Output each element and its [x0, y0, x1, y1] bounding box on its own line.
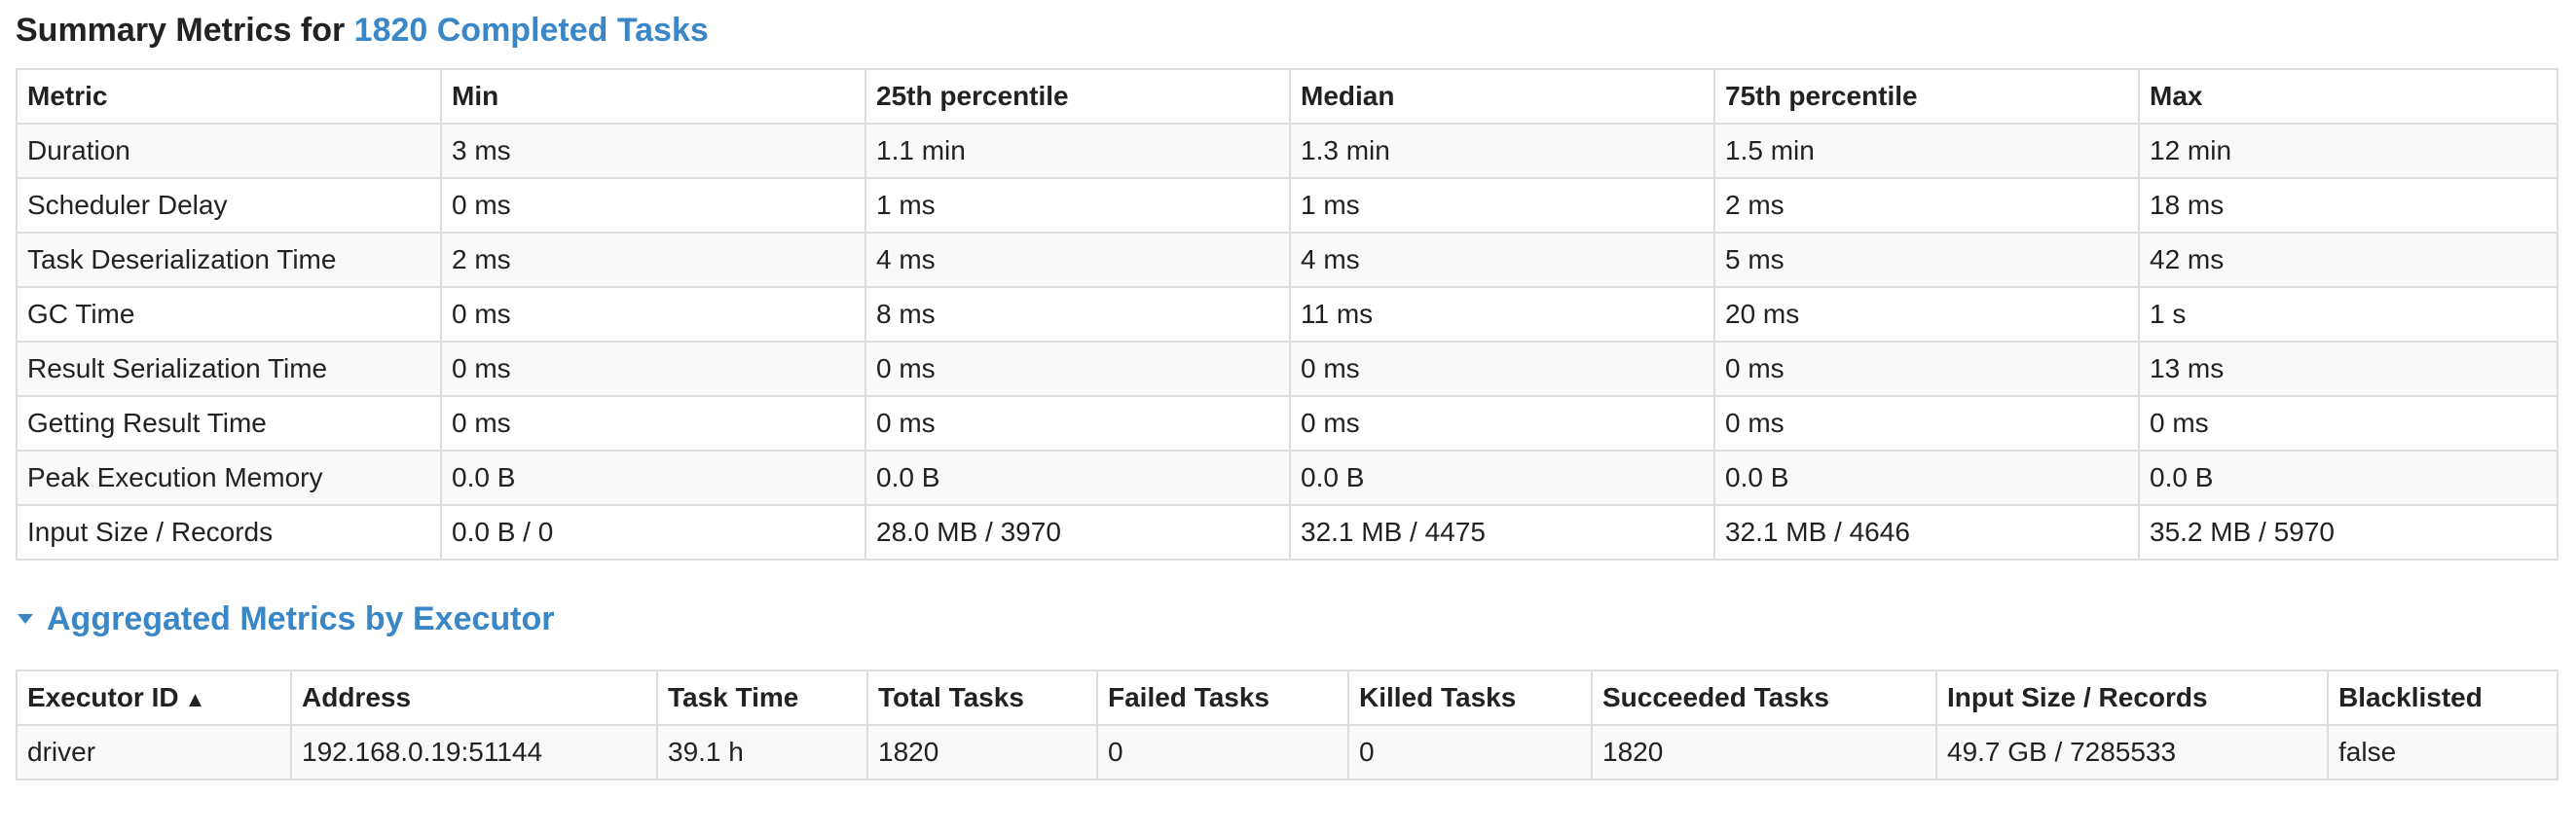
executor-task-time: 39.1 h [656, 724, 868, 780]
column-header-task-time[interactable]: Task Time [656, 670, 868, 726]
executor-killed-tasks: 0 [1347, 724, 1593, 780]
column-header-address[interactable]: Address [290, 670, 658, 726]
metric-25th: 0 ms [865, 341, 1291, 397]
metric-min: 0 ms [440, 177, 866, 234]
summary-title-prefix: Summary Metrics for [16, 12, 354, 49]
executor-blacklisted: false [2327, 724, 2558, 780]
table-row: Getting Result Time 0 ms 0 ms 0 ms 0 ms … [16, 395, 2558, 452]
column-header-median[interactable]: Median [1289, 68, 1715, 125]
metric-min: 0.0 B [440, 450, 866, 506]
metric-name: Peak Execution Memory [16, 450, 442, 506]
metric-25th: 28.0 MB / 3970 [865, 504, 1291, 561]
executor-failed-tasks: 0 [1096, 724, 1349, 780]
metric-25th: 8 ms [865, 286, 1291, 343]
metric-min: 0 ms [440, 341, 866, 397]
executor-metrics-table: Executor ID ▲ Address Task Time Total Tas… [16, 670, 2558, 780]
metric-median: 0 ms [1289, 395, 1715, 452]
metric-min: 0 ms [440, 286, 866, 343]
metric-name: Result Serialization Time [16, 341, 442, 397]
table-row: Input Size / Records 0.0 B / 0 28.0 MB /… [16, 504, 2558, 561]
sort-ascending-icon[interactable]: ▲ [184, 687, 206, 711]
metric-median: 0 ms [1289, 341, 1715, 397]
metric-25th: 1.1 min [865, 123, 1291, 179]
column-header-min[interactable]: Min [440, 68, 866, 125]
column-header-succeeded-tasks[interactable]: Succeeded Tasks [1591, 670, 1937, 726]
metric-min: 3 ms [440, 123, 866, 179]
column-header-failed-tasks[interactable]: Failed Tasks [1096, 670, 1349, 726]
metric-name: Getting Result Time [16, 395, 442, 452]
table-row: driver 192.168.0.19:51144 39.1 h 1820 0 … [16, 724, 2558, 780]
column-header-killed-tasks[interactable]: Killed Tasks [1347, 670, 1593, 726]
metric-name: Duration [16, 123, 442, 179]
table-row: Result Serialization Time 0 ms 0 ms 0 ms… [16, 341, 2558, 397]
metric-name: GC Time [16, 286, 442, 343]
column-header-total-tasks[interactable]: Total Tasks [866, 670, 1098, 726]
metric-max: 0 ms [2138, 395, 2558, 452]
aggregated-metrics-toggle[interactable]: Aggregated Metrics by Executor [16, 590, 2558, 648]
metric-75th: 0 ms [1713, 341, 2140, 397]
metric-median: 32.1 MB / 4475 [1289, 504, 1715, 561]
table-row: Peak Execution Memory 0.0 B 0.0 B 0.0 B … [16, 450, 2558, 506]
executor-total-tasks: 1820 [866, 724, 1098, 780]
metric-75th: 20 ms [1713, 286, 2140, 343]
metric-max: 1 s [2138, 286, 2558, 343]
aggregated-metrics-title[interactable]: Aggregated Metrics by Executor [47, 600, 555, 637]
metric-median: 11 ms [1289, 286, 1715, 343]
metric-name: Input Size / Records [16, 504, 442, 561]
metric-min: 2 ms [440, 232, 866, 288]
metric-max: 0.0 B [2138, 450, 2558, 506]
metric-median: 1.3 min [1289, 123, 1715, 179]
column-header-metric[interactable]: Metric [16, 68, 442, 125]
column-header-25th-percentile[interactable]: 25th percentile [865, 68, 1291, 125]
caret-down-icon[interactable] [18, 614, 33, 624]
column-header-max[interactable]: Max [2138, 68, 2558, 125]
metric-median: 4 ms [1289, 232, 1715, 288]
executor-address: 192.168.0.19:51144 [290, 724, 658, 780]
metric-25th: 1 ms [865, 177, 1291, 234]
metric-min: 0.0 B / 0 [440, 504, 866, 561]
metric-max: 35.2 MB / 5970 [2138, 504, 2558, 561]
metric-25th: 4 ms [865, 232, 1291, 288]
table-row: GC Time 0 ms 8 ms 11 ms 20 ms 1 s [16, 286, 2558, 343]
metric-name: Scheduler Delay [16, 177, 442, 234]
executor-succeeded-tasks: 1820 [1591, 724, 1937, 780]
column-header-blacklisted[interactable]: Blacklisted [2327, 670, 2558, 726]
summary-metrics-table: Metric Min 25th percentile Median 75th p… [16, 68, 2558, 561]
metric-75th: 2 ms [1713, 177, 2140, 234]
metric-max: 42 ms [2138, 232, 2558, 288]
table-row: Duration 3 ms 1.1 min 1.3 min 1.5 min 12… [16, 123, 2558, 179]
metric-75th: 5 ms [1713, 232, 2140, 288]
column-header-input-size-records[interactable]: Input Size / Records [1935, 670, 2329, 726]
executor-id-label: Executor ID [27, 682, 179, 712]
executor-input-size-records: 49.7 GB / 7285533 [1935, 724, 2329, 780]
metric-25th: 0 ms [865, 395, 1291, 452]
metric-75th: 0 ms [1713, 395, 2140, 452]
column-header-executor-id[interactable]: Executor ID ▲ [16, 670, 292, 726]
table-row: Scheduler Delay 0 ms 1 ms 1 ms 2 ms 18 m… [16, 177, 2558, 234]
metric-median: 1 ms [1289, 177, 1715, 234]
executor-id: driver [16, 724, 292, 780]
stage-page: Summary Metrics for 1820 Completed Tasks… [16, 0, 2558, 780]
executor-header-row: Executor ID ▲ Address Task Time Total Tas… [16, 670, 2558, 726]
metric-75th: 32.1 MB / 4646 [1713, 504, 2140, 561]
metric-25th: 0.0 B [865, 450, 1291, 506]
metric-max: 18 ms [2138, 177, 2558, 234]
metric-max: 13 ms [2138, 341, 2558, 397]
metric-name: Task Deserialization Time [16, 232, 442, 288]
metric-median: 0.0 B [1289, 450, 1715, 506]
completed-tasks-link[interactable]: 1820 Completed Tasks [353, 12, 709, 49]
metric-max: 12 min [2138, 123, 2558, 179]
summary-header-row: Metric Min 25th percentile Median 75th p… [16, 68, 2558, 125]
table-row: Task Deserialization Time 2 ms 4 ms 4 ms… [16, 232, 2558, 288]
metric-75th: 0.0 B [1713, 450, 2140, 506]
column-header-75th-percentile[interactable]: 75th percentile [1713, 68, 2140, 125]
metric-min: 0 ms [440, 395, 866, 452]
metric-75th: 1.5 min [1713, 123, 2140, 179]
summary-metrics-title: Summary Metrics for 1820 Completed Tasks [16, 0, 2558, 60]
